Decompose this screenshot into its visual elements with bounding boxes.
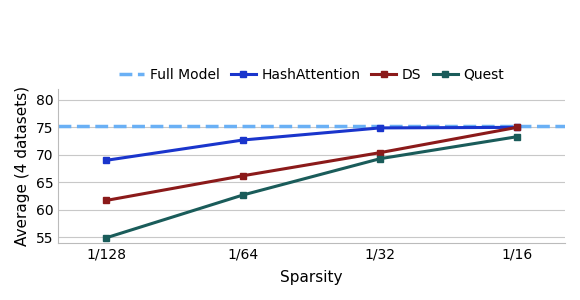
Line: Quest: Quest (103, 133, 520, 241)
Y-axis label: Average (4 datasets): Average (4 datasets) (15, 86, 30, 246)
Quest (103, 236, 110, 240)
HashAttention (376, 126, 383, 130)
Quest (240, 193, 246, 197)
HashAttention (513, 126, 520, 129)
Legend: Full Model, HashAttention, DS, Quest: Full Model, HashAttention, DS, Quest (114, 62, 509, 87)
HashAttention (103, 158, 110, 162)
DS (240, 174, 246, 178)
DS (103, 199, 110, 202)
DS (513, 126, 520, 129)
X-axis label: Sparsity: Sparsity (280, 270, 343, 285)
Line: HashAttention: HashAttention (103, 124, 520, 164)
Quest (376, 157, 383, 160)
DS (376, 151, 383, 154)
Line: DS: DS (103, 124, 520, 204)
HashAttention (240, 138, 246, 142)
Quest (513, 135, 520, 139)
